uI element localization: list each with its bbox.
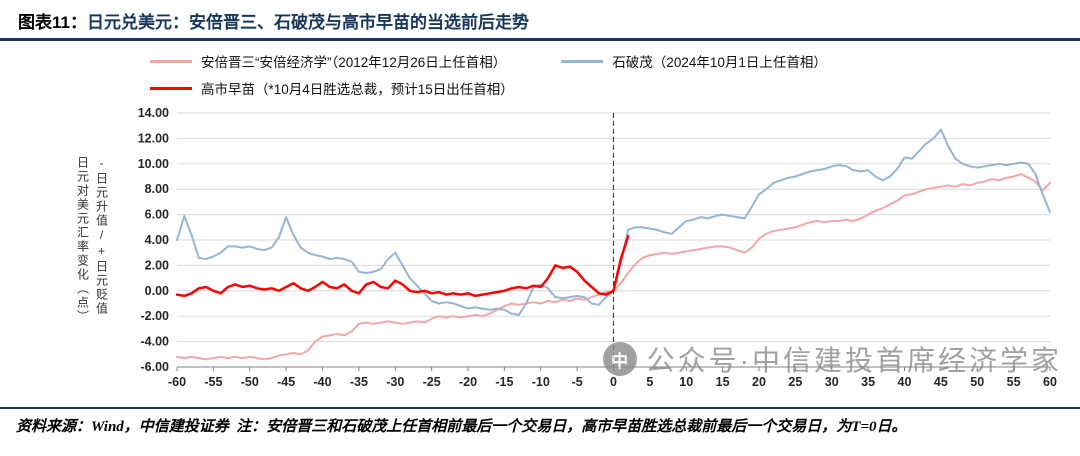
- y-tick-label: 4.00: [145, 233, 169, 247]
- x-tick-label: 45: [934, 375, 948, 389]
- x-tick-label: 0: [610, 375, 617, 389]
- figure-title-text: 日元兑美元：安倍晋三、石破茂与高市早苗的当选前后走势: [86, 13, 529, 32]
- legend-item-ishiba: 石破茂（2024年10月1日上任首相）: [561, 51, 827, 71]
- x-tick-label: 20: [752, 375, 766, 389]
- x-tick-label: 55: [1007, 375, 1021, 389]
- x-tick-label: 5: [646, 375, 653, 389]
- y-tick-label: -4.00: [141, 335, 170, 349]
- legend-label-takaichi: 高市早苗（*10月4日胜选总裁，预计15日出任首相）: [201, 82, 514, 97]
- y-tick-label: 6.00: [145, 208, 169, 222]
- chart-area: 日元对美元汇率变化（点） -日元升值/+日元贬值 -6.00 -4.00 -2.00…: [0, 105, 1080, 405]
- figure-title: 图表11：日元兑美元：安倍晋三、石破茂与高市早苗的当选前后走势: [0, 0, 1080, 41]
- x-tick-label: -30: [386, 375, 404, 389]
- y-tick-label: 0.00: [145, 284, 169, 298]
- x-tick-label: -40: [313, 375, 331, 389]
- ishiba-line-swatch: [561, 59, 604, 63]
- x-tick-label: -25: [423, 375, 441, 389]
- x-tick-label: -55: [204, 375, 222, 389]
- y-tick-label: -6.00: [141, 360, 170, 374]
- watermark-text: 公众号·中信建投首席经济学家: [646, 345, 1062, 376]
- figure-number: 图表11：: [18, 13, 87, 32]
- y-tick-label: -2.00: [141, 309, 170, 323]
- x-tick-label: -35: [350, 375, 368, 389]
- x-tick-label: 50: [970, 375, 984, 389]
- takaichi-line-swatch: [150, 86, 192, 90]
- y-tick-label: 2.00: [145, 258, 169, 272]
- takaichi-series-line: [175, 234, 630, 298]
- legend-label-ishiba: 石破茂（2024年10月1日上任首相）: [612, 55, 827, 70]
- x-tick-label: -45: [277, 375, 295, 389]
- x-tick-label: 60: [1043, 375, 1057, 389]
- legend: 安倍晋三“安倍经济学”（2012年12月26日上任首相） 石破茂（2024年10…: [150, 51, 1080, 98]
- x-tick-label: 10: [679, 375, 693, 389]
- x-tick-label: -15: [495, 375, 513, 389]
- y-tick-label: 10.00: [138, 157, 169, 171]
- y-tick-label: 12.00: [138, 131, 169, 145]
- legend-row-1: 安倍晋三“安倍经济学”（2012年12月26日上任首相） 石破茂（2024年10…: [150, 51, 1080, 71]
- legend-label-abe: 安倍晋三“安倍经济学”（2012年12月26日上任首相）: [201, 55, 507, 70]
- legend-item-abe: 安倍晋三“安倍经济学”（2012年12月26日上任首相）: [150, 51, 506, 71]
- abe-line-swatch: [150, 59, 192, 63]
- y-tick-label: 8.00: [145, 182, 169, 196]
- x-tick-label: 15: [716, 375, 730, 389]
- line-chart: -6.00 -4.00 -2.00 0.00 2.00 4.00 6.00 8.00 10.00…: [138, 106, 1057, 389]
- x-tick-label: -20: [459, 375, 477, 389]
- y-axis-title: 日元对美元汇率变化（点） -日元升值/+日元贬值: [70, 105, 115, 405]
- x-tick-label: 40: [898, 375, 912, 389]
- legend-item-takaichi: 高市早苗（*10月4日胜选总裁，预计15日出任首相）: [150, 78, 514, 98]
- x-tick-label: -60: [168, 375, 186, 389]
- y-tick-label: 14.00: [138, 106, 169, 120]
- x-tick-label: -50: [241, 375, 259, 389]
- legend-row-2: 高市早苗（*10月4日胜选总裁，预计15日出任首相）: [150, 78, 1080, 98]
- source-note: 资料来源：Wind，中信建投证券 注：安倍晋三和石破茂上任首相前最后一个交易日，…: [0, 407, 1080, 444]
- watermark: 中 公众号·中信建投首席经济学家: [602, 339, 1062, 379]
- y-axis-title-line1: 日元对美元汇率变化（点）: [75, 156, 90, 324]
- x-tick-label: -5: [572, 375, 583, 389]
- y-axis-title-line2: -日元升值/+日元贬值: [94, 156, 109, 316]
- watermark-logo-icon: 中: [602, 342, 637, 376]
- x-tick-label: 35: [861, 375, 875, 389]
- x-tick-label: 30: [825, 375, 839, 389]
- x-tick-label: -10: [532, 375, 550, 389]
- x-tick-label: 25: [788, 375, 802, 389]
